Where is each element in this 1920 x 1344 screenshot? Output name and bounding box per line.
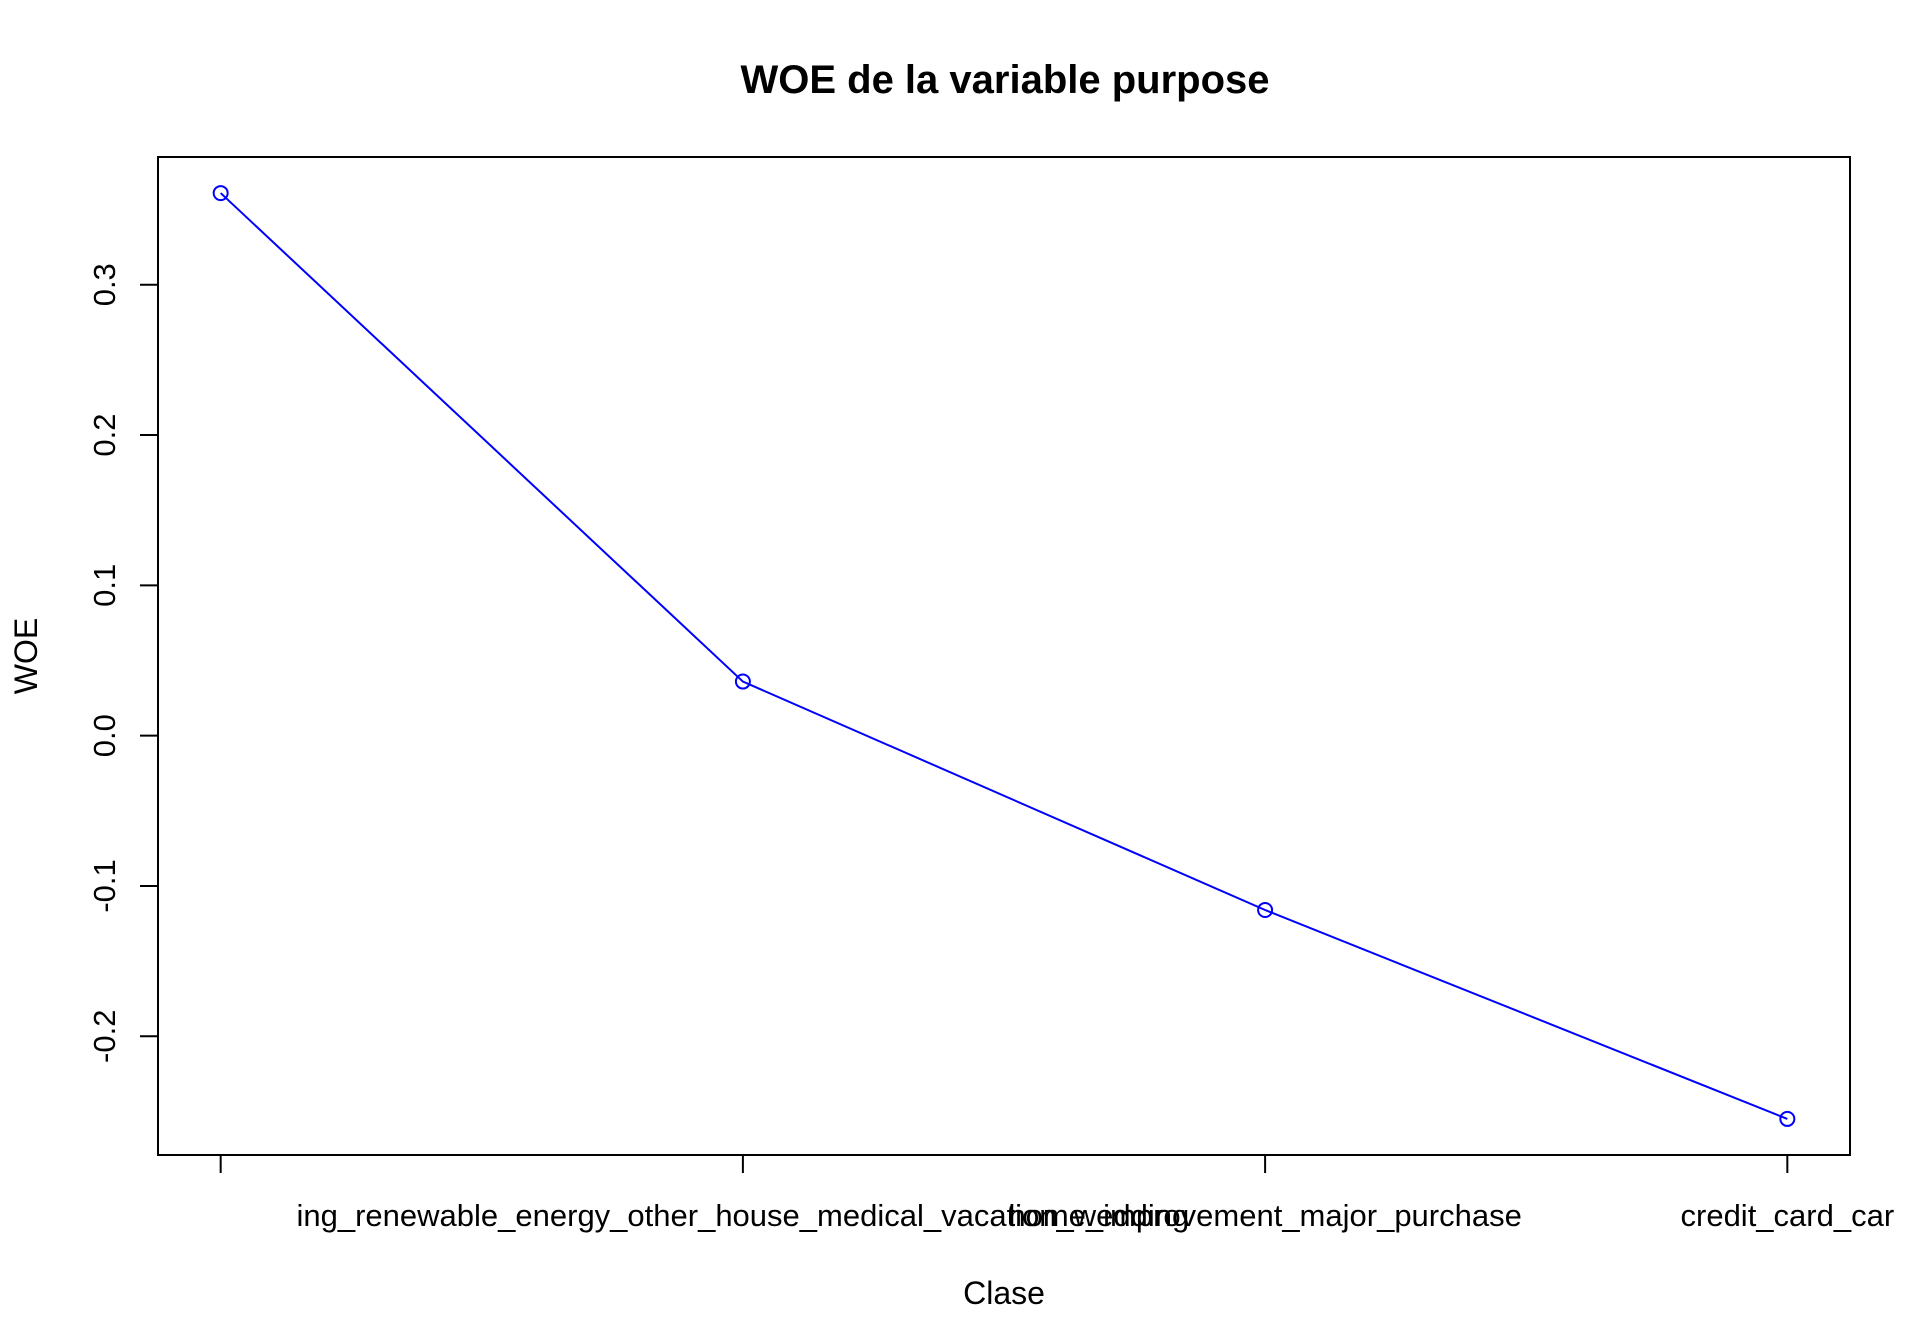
x-axis: ing_renewable_energy_other_house_medical…: [219, 1155, 1895, 1233]
plot-frame: [157, 156, 1851, 1156]
x-tick-label: ing_renewable_energy_other_house_medical…: [297, 1198, 1190, 1233]
y-tick-label: 0.1: [87, 564, 122, 607]
woe-series: [212, 185, 1796, 1127]
y-tick-label: -0.1: [87, 859, 122, 912]
y-tick-label: 0.0: [87, 714, 122, 757]
y-axis: -0.2 -0.1 0.0 0.1 0.2 0.3: [87, 263, 158, 1063]
data-point: [1779, 1110, 1796, 1127]
woe-series-line: [219, 192, 1788, 1120]
x-tick-label: credit_card_car: [1681, 1198, 1895, 1233]
y-axis-label: WOE: [8, 618, 44, 694]
y-tick-label: 0.2: [87, 414, 122, 457]
data-point: [1257, 902, 1274, 919]
data-point: [212, 185, 229, 202]
chart-title: WOE de la variable purpose: [740, 58, 1269, 102]
y-tick-label: -0.2: [87, 1010, 122, 1063]
data-point: [734, 673, 751, 690]
y-tick-label: 0.3: [87, 263, 122, 306]
x-tick-label: home_improvement_major_purchase: [1008, 1198, 1521, 1233]
x-axis-label: Clase: [963, 1275, 1045, 1311]
